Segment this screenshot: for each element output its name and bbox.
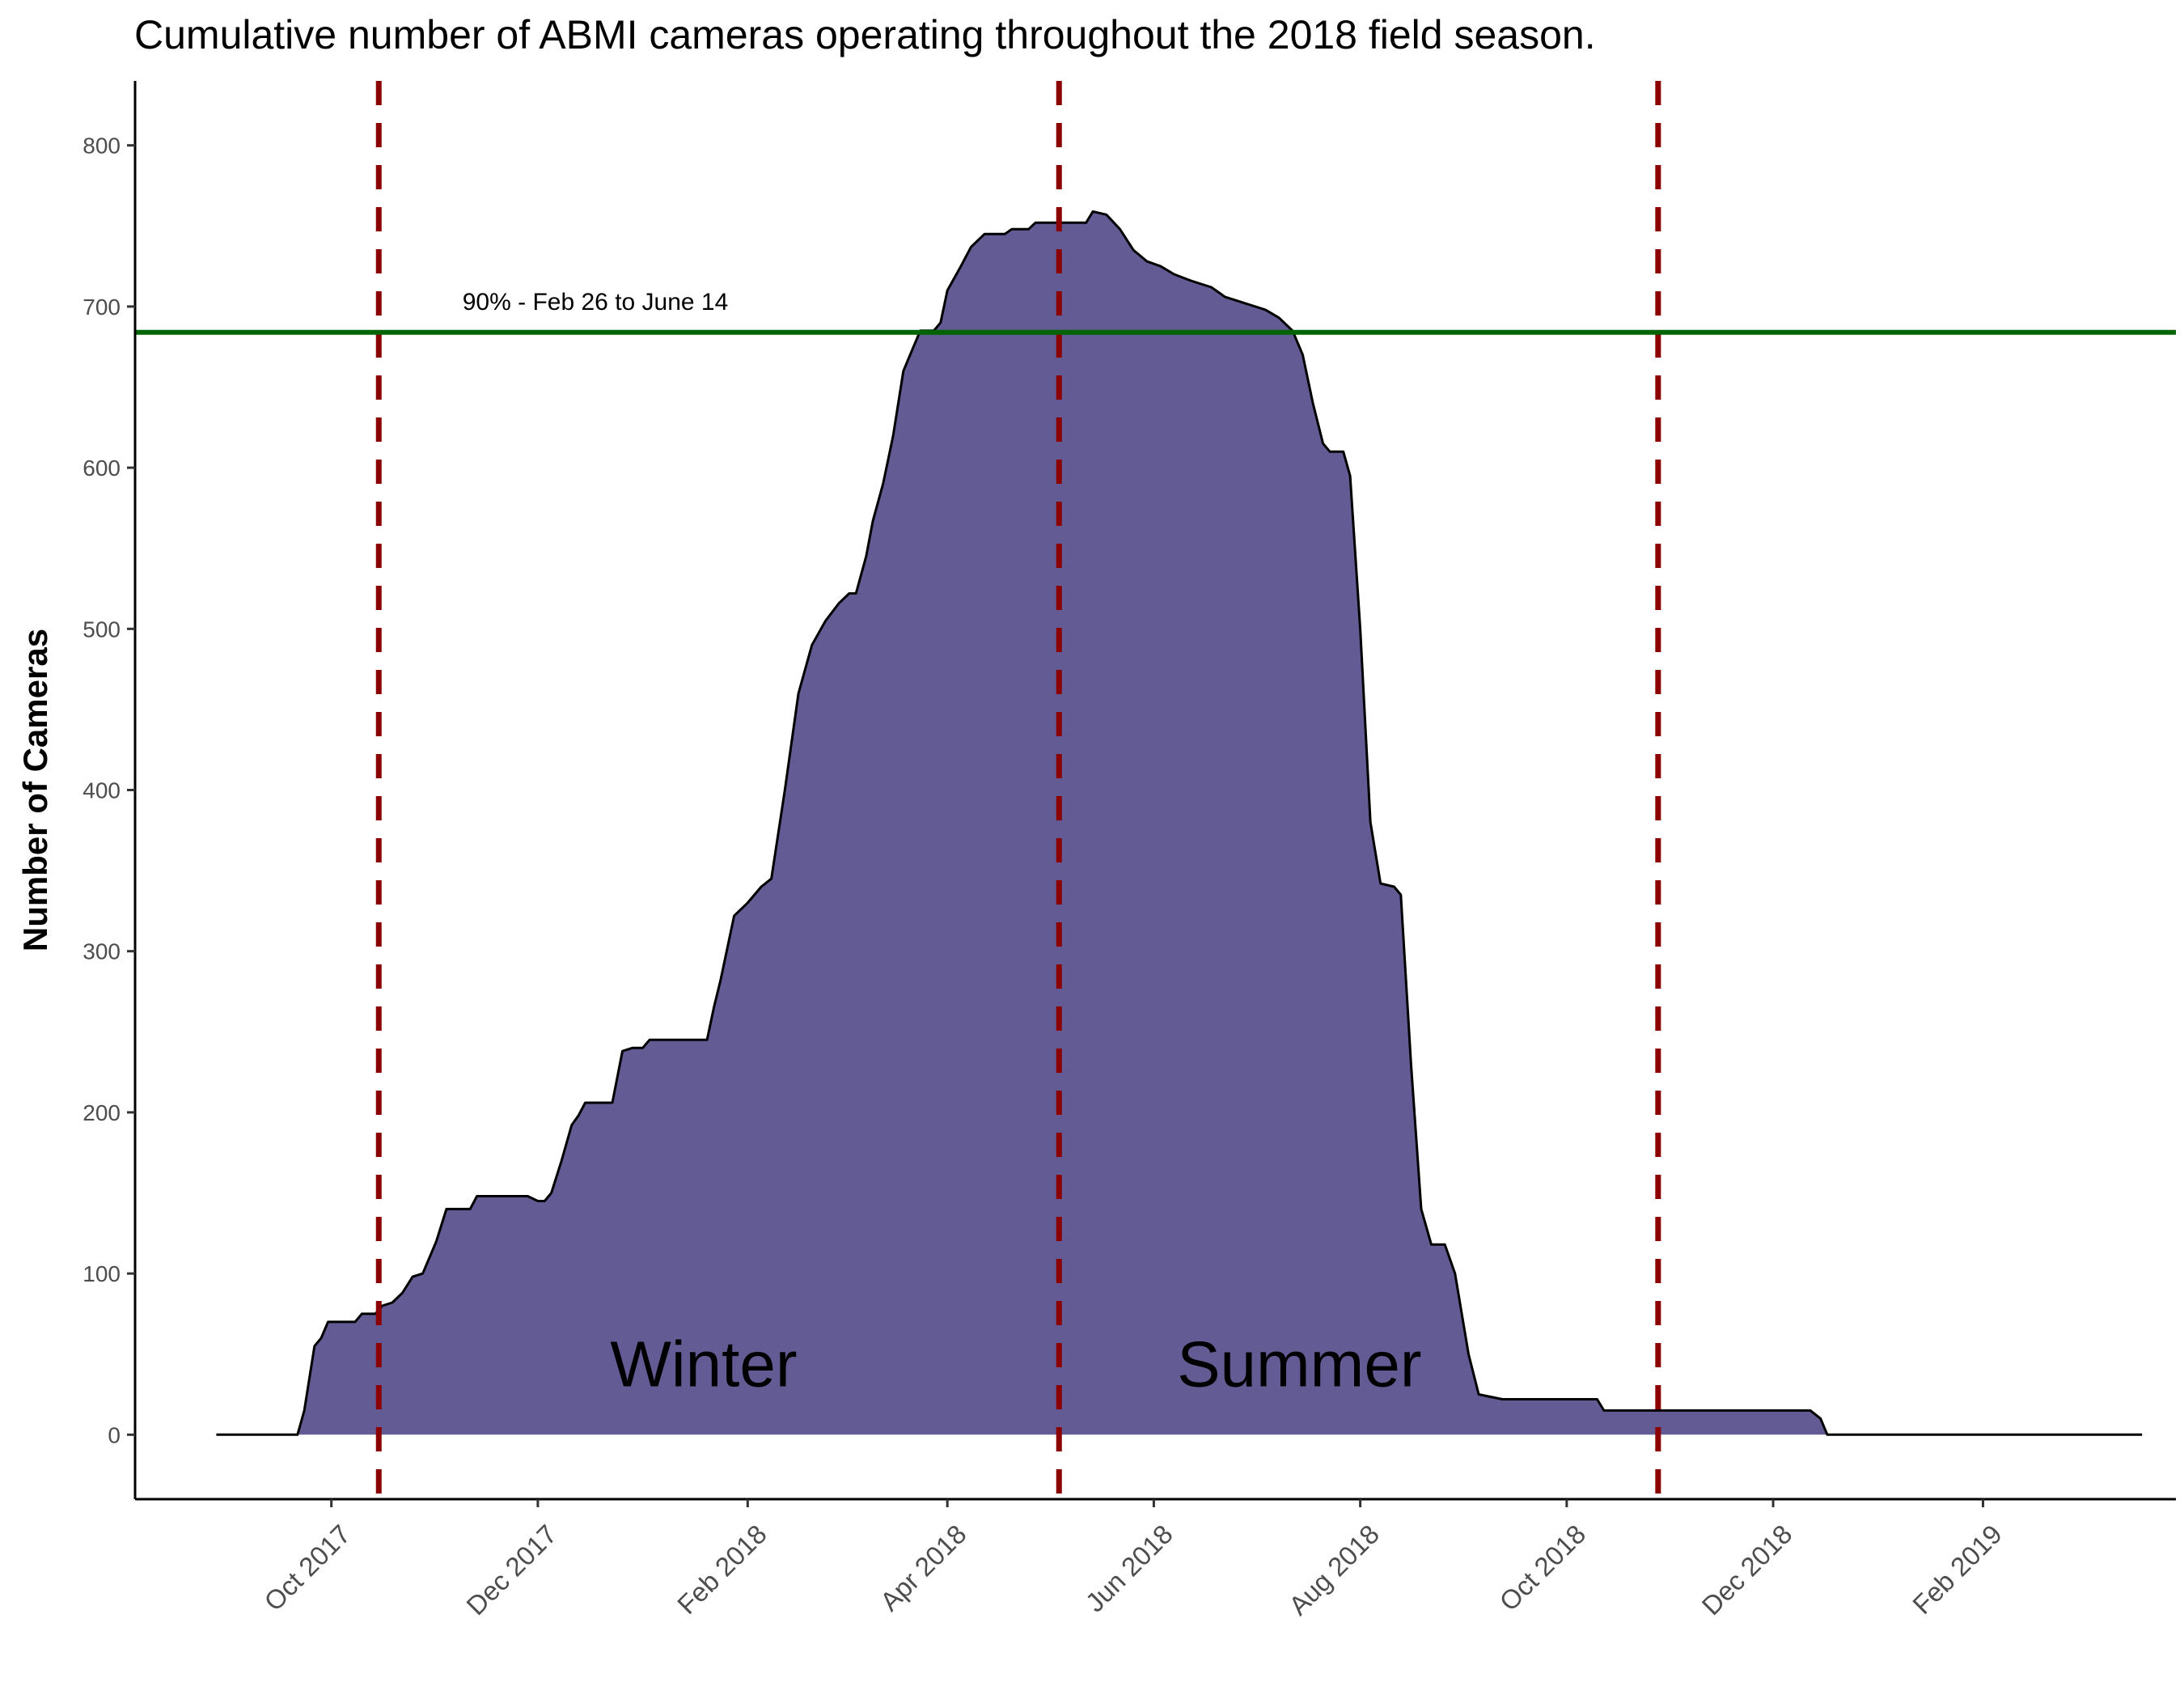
x-tick-label: Jun 2018 <box>1080 1519 1179 1617</box>
x-tick-label: Oct 2018 <box>1493 1519 1591 1616</box>
y-tick-label: 400 <box>83 778 121 803</box>
season-label-winter: Winter <box>610 1328 797 1400</box>
annotations: 90% - Feb 26 to June 14 Winter Summer <box>463 289 1422 1400</box>
y-tick-label: 800 <box>83 133 121 159</box>
y-tick-label: 600 <box>83 455 121 481</box>
y-tick-label: 0 <box>108 1422 121 1447</box>
x-tick-label: Apr 2018 <box>874 1519 972 1616</box>
area-fill-0 <box>216 211 2143 1435</box>
y-tick-label: 300 <box>83 939 121 964</box>
y-tick-label: 100 <box>83 1261 121 1286</box>
y-axis-label: Number of Cameras <box>16 629 54 951</box>
chart-title: Cumulative number of ABMI cameras operat… <box>134 12 1596 57</box>
reference-lines <box>135 81 2176 1499</box>
x-tick-label: Dec 2017 <box>460 1519 562 1621</box>
area-layer <box>216 210 2143 1436</box>
threshold-annotation: 90% - Feb 26 to June 14 <box>463 289 729 316</box>
season-label-summer: Summer <box>1177 1328 1421 1400</box>
x-tick-label: Aug 2018 <box>1283 1519 1385 1621</box>
x-tick-label: Feb 2019 <box>1907 1519 2008 1620</box>
x-tick-label: Dec 2018 <box>1695 1519 1797 1621</box>
y-tick-label: 200 <box>83 1100 121 1125</box>
y-tick-label: 700 <box>83 294 121 320</box>
x-tick-label: Feb 2018 <box>671 1519 772 1620</box>
area-outline-0 <box>216 210 2143 1436</box>
x-tick-label: Oct 2017 <box>258 1519 356 1616</box>
y-tick-label: 500 <box>83 616 121 642</box>
